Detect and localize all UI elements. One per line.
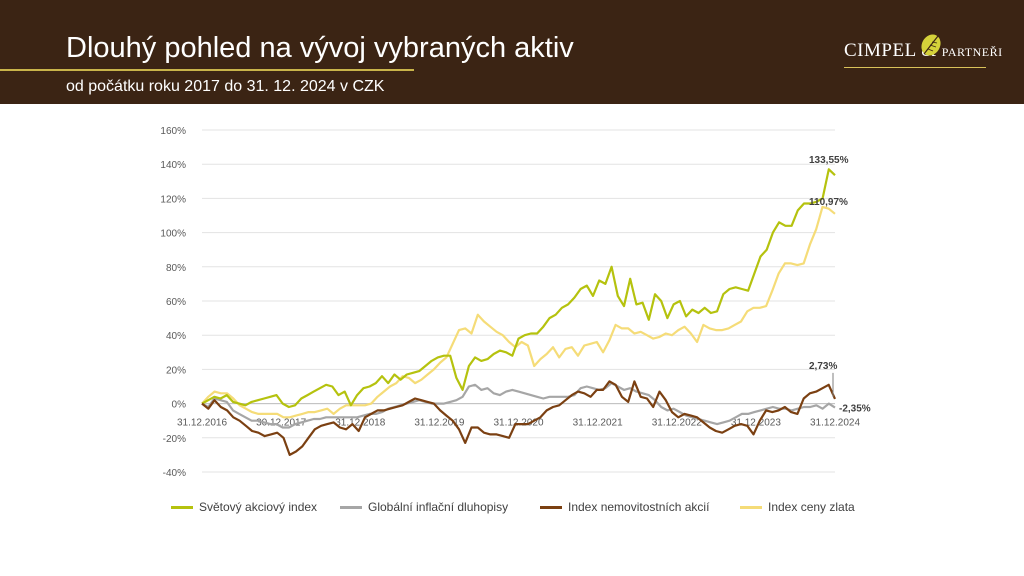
x-tick-label: 31.12.2019 xyxy=(414,418,464,429)
legend-label: Světový akciový index xyxy=(199,500,318,514)
y-tick-label: 120% xyxy=(160,194,186,205)
chart-legend: Světový akciový index Globální inflační d… xyxy=(0,500,1024,520)
series-line-1 xyxy=(201,382,836,429)
series-end-labels: 133,55% 110,97% 2,73% -2,35% xyxy=(809,155,871,414)
y-tick-label: -20% xyxy=(163,434,186,445)
legend-label: Index nemovitostních akcií xyxy=(568,500,710,514)
legend-label: Index ceny zlata xyxy=(768,500,855,514)
y-tick-label: 20% xyxy=(166,365,186,376)
y-tick-label: 40% xyxy=(166,331,186,342)
legend-swatch xyxy=(171,505,193,509)
x-tick-label: 31.12.2018 xyxy=(335,418,385,429)
legend-swatch xyxy=(740,505,762,509)
title-underline xyxy=(0,69,414,71)
legend-item: Globální inflační dluhopisy xyxy=(340,500,508,514)
series-line-3 xyxy=(201,205,836,419)
legend-label: Globální inflační dluhopisy xyxy=(368,500,509,514)
y-tick-label: 60% xyxy=(166,297,186,308)
legend-item: Index nemovitostních akcií xyxy=(540,500,709,514)
line-chart: -40% -20% 0% 20% 40% 60% 80% 100% 120% 140% 160% 3… xyxy=(160,126,871,479)
y-tick-label: 100% xyxy=(160,229,186,240)
end-value-label: 110,97% xyxy=(809,197,848,208)
company-logo: CIMPEL & PARTNEŘI xyxy=(844,34,1003,68)
logo-partners-text: PARTNEŘI xyxy=(941,45,1003,59)
y-tick-label: -40% xyxy=(163,468,186,479)
series-line-2 xyxy=(201,380,837,456)
page-title: Dlouhý pohled na vývoj vybraných aktiv xyxy=(66,32,574,64)
legend-swatch xyxy=(340,505,362,509)
legend-swatch xyxy=(540,505,562,509)
y-tick-label: 140% xyxy=(160,160,186,171)
x-tick-label: 31.12.2021 xyxy=(573,418,623,429)
series-line-0 xyxy=(201,168,836,409)
y-tick-label: 0% xyxy=(172,400,187,411)
x-tick-label: 31.12.2022 xyxy=(652,418,702,429)
y-tick-label: 160% xyxy=(160,126,186,137)
x-tick-label: 31.12.2016 xyxy=(177,418,227,429)
logo-main-text: CIMPEL xyxy=(844,40,916,61)
legend-item: Index ceny zlata xyxy=(740,500,855,514)
x-tick-label: 30.12.2017 xyxy=(256,418,306,429)
chart-gridlines xyxy=(202,129,835,473)
y-tick-label: 80% xyxy=(166,263,186,274)
x-tick-label: 31.12.2023 xyxy=(731,418,781,429)
header-bar: Dlouhý pohled na vývoj vybraných aktiv o… xyxy=(0,0,1024,104)
page-subtitle: od počátku roku 2017 do 31. 12. 2024 v C… xyxy=(66,78,385,95)
legend-item: Světový akciový index xyxy=(171,500,317,514)
chart-series-lines xyxy=(201,168,837,456)
y-axis-tick-labels: -40% -20% 0% 20% 40% 60% 80% 100% 120% 140% 160% xyxy=(160,126,186,479)
x-tick-label: 31.12.2024 xyxy=(810,418,860,429)
end-value-label: -2,35% xyxy=(839,404,871,415)
logo-underline xyxy=(844,67,986,68)
end-value-label: 2,73% xyxy=(809,361,837,372)
leaf-icon xyxy=(921,34,941,56)
end-value-label: 133,55% xyxy=(809,155,849,166)
